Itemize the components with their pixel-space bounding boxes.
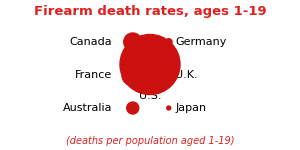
Circle shape — [122, 64, 144, 86]
Circle shape — [127, 102, 139, 114]
Text: Australia: Australia — [63, 103, 112, 113]
Circle shape — [120, 34, 180, 94]
Text: Japan: Japan — [176, 103, 207, 113]
Text: U.K.: U.K. — [176, 70, 198, 80]
Text: Germany: Germany — [176, 37, 227, 47]
Text: Firearm death rates, ages 1-19: Firearm death rates, ages 1-19 — [34, 4, 266, 18]
Text: (deaths per population aged 1-19): (deaths per population aged 1-19) — [66, 135, 234, 146]
Text: Canada: Canada — [70, 37, 112, 47]
Circle shape — [166, 39, 172, 45]
Circle shape — [124, 33, 142, 51]
Text: France: France — [75, 70, 112, 80]
Circle shape — [166, 72, 172, 78]
Text: U.S.: U.S. — [139, 91, 161, 101]
Circle shape — [167, 106, 171, 110]
